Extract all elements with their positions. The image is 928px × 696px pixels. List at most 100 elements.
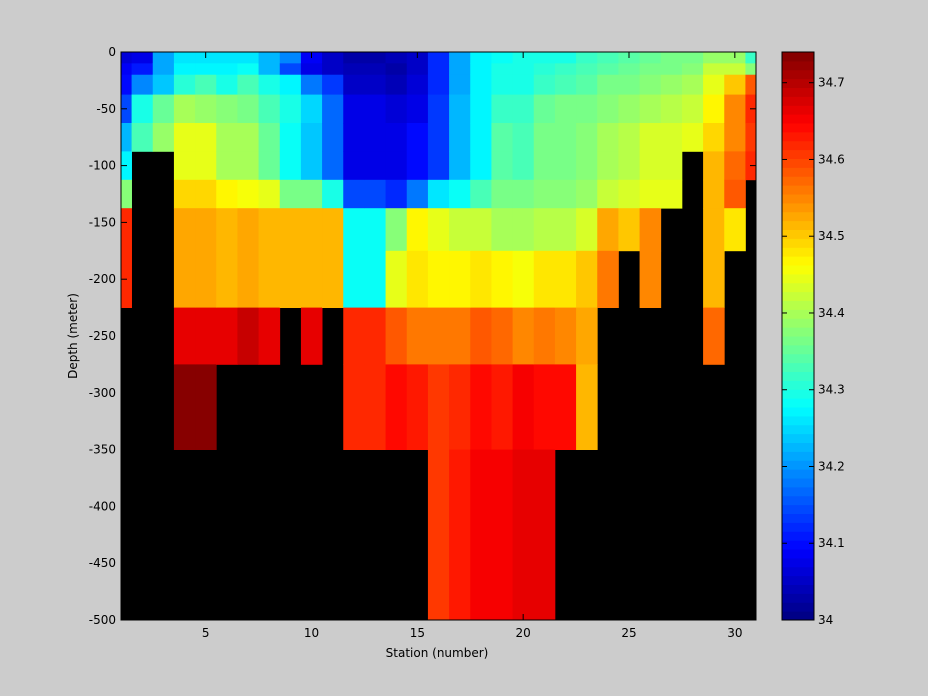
colorbar-tick-label: 34	[818, 613, 833, 627]
colorbar-tick-label: 34.5	[818, 229, 845, 243]
colorbar-segment	[782, 60, 814, 71]
heatmap-cell	[216, 94, 238, 124]
heatmap-cell	[703, 307, 725, 365]
heatmap-cell	[195, 151, 217, 181]
heatmap-cell	[533, 250, 556, 308]
colorbar-segment	[782, 220, 814, 231]
heatmap-cell	[385, 307, 408, 365]
colorbar-tick-label: 34.1	[818, 536, 845, 550]
heatmap-cell	[195, 63, 217, 76]
heatmap-cell	[449, 364, 471, 450]
colorbar-segment	[782, 167, 814, 177]
heatmap-cell	[660, 94, 683, 124]
colorbar-segment	[782, 344, 814, 355]
heatmap-cell	[343, 179, 365, 209]
heatmap-cell	[258, 208, 281, 252]
heatmap-cell	[258, 94, 281, 124]
heatmap-cell	[343, 250, 365, 308]
y-axis-label: Depth (meter)	[66, 293, 80, 379]
colorbar-segment	[782, 478, 814, 488]
x-tick-label: 5	[202, 626, 210, 640]
colorbar-segment	[782, 566, 814, 577]
colorbar-segment	[782, 442, 814, 452]
heatmap-cell	[470, 52, 492, 64]
heatmap-cell	[470, 449, 492, 621]
heatmap-cell	[512, 250, 535, 308]
colorbar-segment	[782, 424, 814, 435]
heatmap-cell	[364, 123, 386, 152]
heatmap-cell	[258, 74, 281, 95]
heatmap-cell	[322, 208, 344, 252]
colorbar-segment	[782, 495, 814, 506]
heatmap-cell	[639, 208, 662, 252]
heatmap-cell	[300, 208, 323, 252]
heatmap-cell	[660, 52, 683, 64]
heatmap-cell	[491, 151, 513, 181]
heatmap-cell	[533, 151, 556, 181]
heatmap-cell	[385, 208, 408, 252]
colorbar-segment	[782, 158, 814, 168]
y-tick-label: -500	[89, 613, 116, 627]
heatmap-cell	[449, 449, 471, 621]
heatmap-cell	[237, 179, 259, 209]
heatmap-cell	[576, 250, 598, 308]
heatmap-cell	[121, 52, 132, 64]
heatmap-cell	[703, 151, 725, 181]
heatmap-cell	[491, 179, 513, 209]
colorbar-segment	[782, 549, 814, 559]
heatmap-cell	[554, 63, 577, 76]
heatmap-cell	[343, 74, 365, 95]
heatmap-cell	[121, 74, 132, 95]
heatmap-cell	[512, 94, 535, 124]
heatmap-cell	[512, 364, 535, 450]
heatmap-cell	[385, 151, 408, 181]
heatmap-plot	[120, 51, 757, 621]
heatmap-cell	[343, 63, 365, 76]
heatmap-cell	[427, 63, 450, 76]
heatmap-cell	[195, 250, 217, 308]
colorbar-tick-label: 34.7	[818, 76, 845, 90]
heatmap-cell	[639, 52, 662, 64]
heatmap-cell	[470, 364, 492, 450]
x-tick-label: 15	[410, 626, 425, 640]
heatmap-cell	[300, 123, 323, 152]
colorbar-segment	[782, 353, 814, 364]
y-tick-label: -100	[89, 159, 116, 173]
heatmap-cell	[216, 52, 238, 64]
heatmap-cell	[385, 52, 408, 64]
heatmap-cell	[364, 364, 386, 450]
heatmap-cell	[576, 74, 598, 95]
colorbar-segment	[782, 557, 814, 568]
heatmap-cell	[703, 63, 725, 76]
heatmap-cell	[491, 52, 513, 64]
heatmap-cell	[449, 250, 471, 308]
heatmap-cell	[639, 74, 662, 95]
heatmap-cell	[216, 63, 238, 76]
colorbar-segment	[782, 309, 814, 319]
heatmap-cell	[491, 94, 513, 124]
heatmap-cell	[364, 52, 386, 64]
colorbar-tick-label: 34.3	[818, 383, 845, 397]
heatmap-cell	[618, 94, 640, 124]
heatmap-cell	[597, 250, 619, 308]
heatmap-cell	[597, 94, 619, 124]
heatmap-cell	[533, 307, 556, 365]
heatmap-cell	[576, 307, 598, 365]
heatmap-cell	[173, 74, 196, 95]
heatmap-cell	[427, 94, 450, 124]
colorbar-segment	[782, 140, 814, 151]
heatmap-cell	[576, 364, 598, 450]
heatmap-cell	[152, 123, 175, 152]
heatmap-cell	[660, 123, 683, 152]
heatmap-cell	[216, 123, 238, 152]
heatmap-cell	[279, 94, 302, 124]
colorbar-segment	[782, 371, 814, 381]
heatmap-cell	[279, 52, 302, 64]
heatmap-cell	[279, 63, 302, 76]
heatmap-cell	[576, 151, 598, 181]
colorbar-segment	[782, 52, 814, 62]
heatmap-cell	[406, 179, 429, 209]
heatmap-cell	[491, 307, 513, 365]
colorbar: 34 34.1 34.2 34.3 34.4 34.5 34.6 34.7	[781, 51, 845, 627]
